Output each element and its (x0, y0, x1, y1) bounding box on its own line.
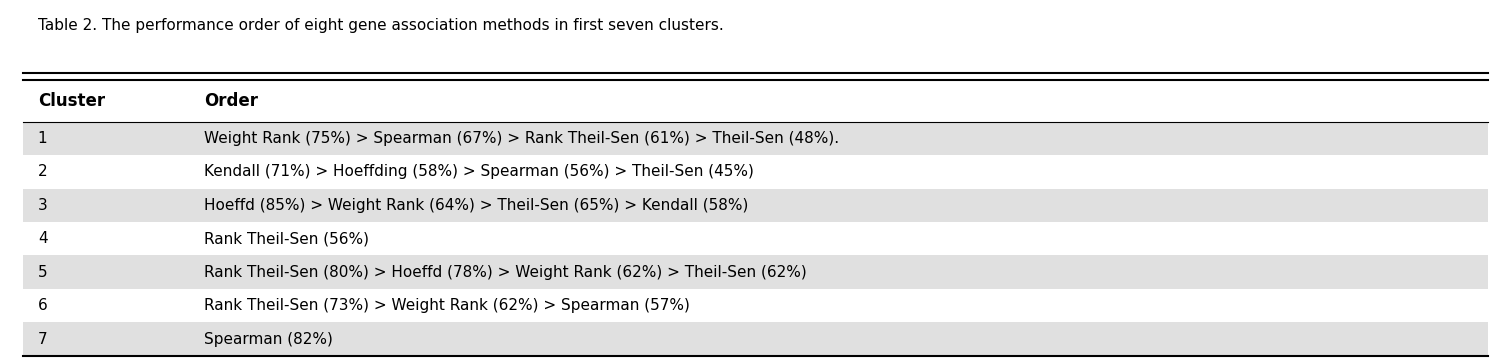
Text: 6: 6 (38, 298, 47, 313)
Bar (23, 122, 1488, 155)
Bar (23, 188, 1488, 222)
Text: 4: 4 (38, 231, 47, 246)
Bar (23, 222, 1488, 256)
Text: 1: 1 (38, 131, 47, 146)
Text: Rank Theil-Sen (56%): Rank Theil-Sen (56%) (204, 231, 369, 246)
Bar (23, 322, 1488, 356)
Text: Order: Order (204, 92, 258, 110)
Text: 3: 3 (38, 198, 47, 213)
Text: Table 2. The performance order of eight gene association methods in first seven : Table 2. The performance order of eight … (38, 18, 724, 33)
Text: 7: 7 (38, 331, 47, 347)
Text: Weight Rank (75%) > Spearman (67%) > Rank Theil-Sen (61%) > Theil-Sen (48%).: Weight Rank (75%) > Spearman (67%) > Ran… (204, 131, 839, 146)
Text: Rank Theil-Sen (80%) > Hoeffd (78%) > Weight Rank (62%) > Theil-Sen (62%): Rank Theil-Sen (80%) > Hoeffd (78%) > We… (204, 265, 807, 280)
Text: Hoeffd (85%) > Weight Rank (64%) > Theil-Sen (65%) > Kendall (58%): Hoeffd (85%) > Weight Rank (64%) > Theil… (204, 198, 748, 213)
Bar (23, 155, 1488, 188)
Text: Kendall (71%) > Hoeffding (58%) > Spearman (56%) > Theil-Sen (45%): Kendall (71%) > Hoeffding (58%) > Spearm… (204, 164, 754, 179)
Bar (23, 289, 1488, 322)
Bar (23, 256, 1488, 289)
Text: Rank Theil-Sen (73%) > Weight Rank (62%) > Spearman (57%): Rank Theil-Sen (73%) > Weight Rank (62%)… (204, 298, 691, 313)
Text: Cluster: Cluster (38, 92, 104, 110)
Text: 2: 2 (38, 164, 47, 179)
Text: 5: 5 (38, 265, 47, 280)
Text: Spearman (82%): Spearman (82%) (204, 331, 332, 347)
